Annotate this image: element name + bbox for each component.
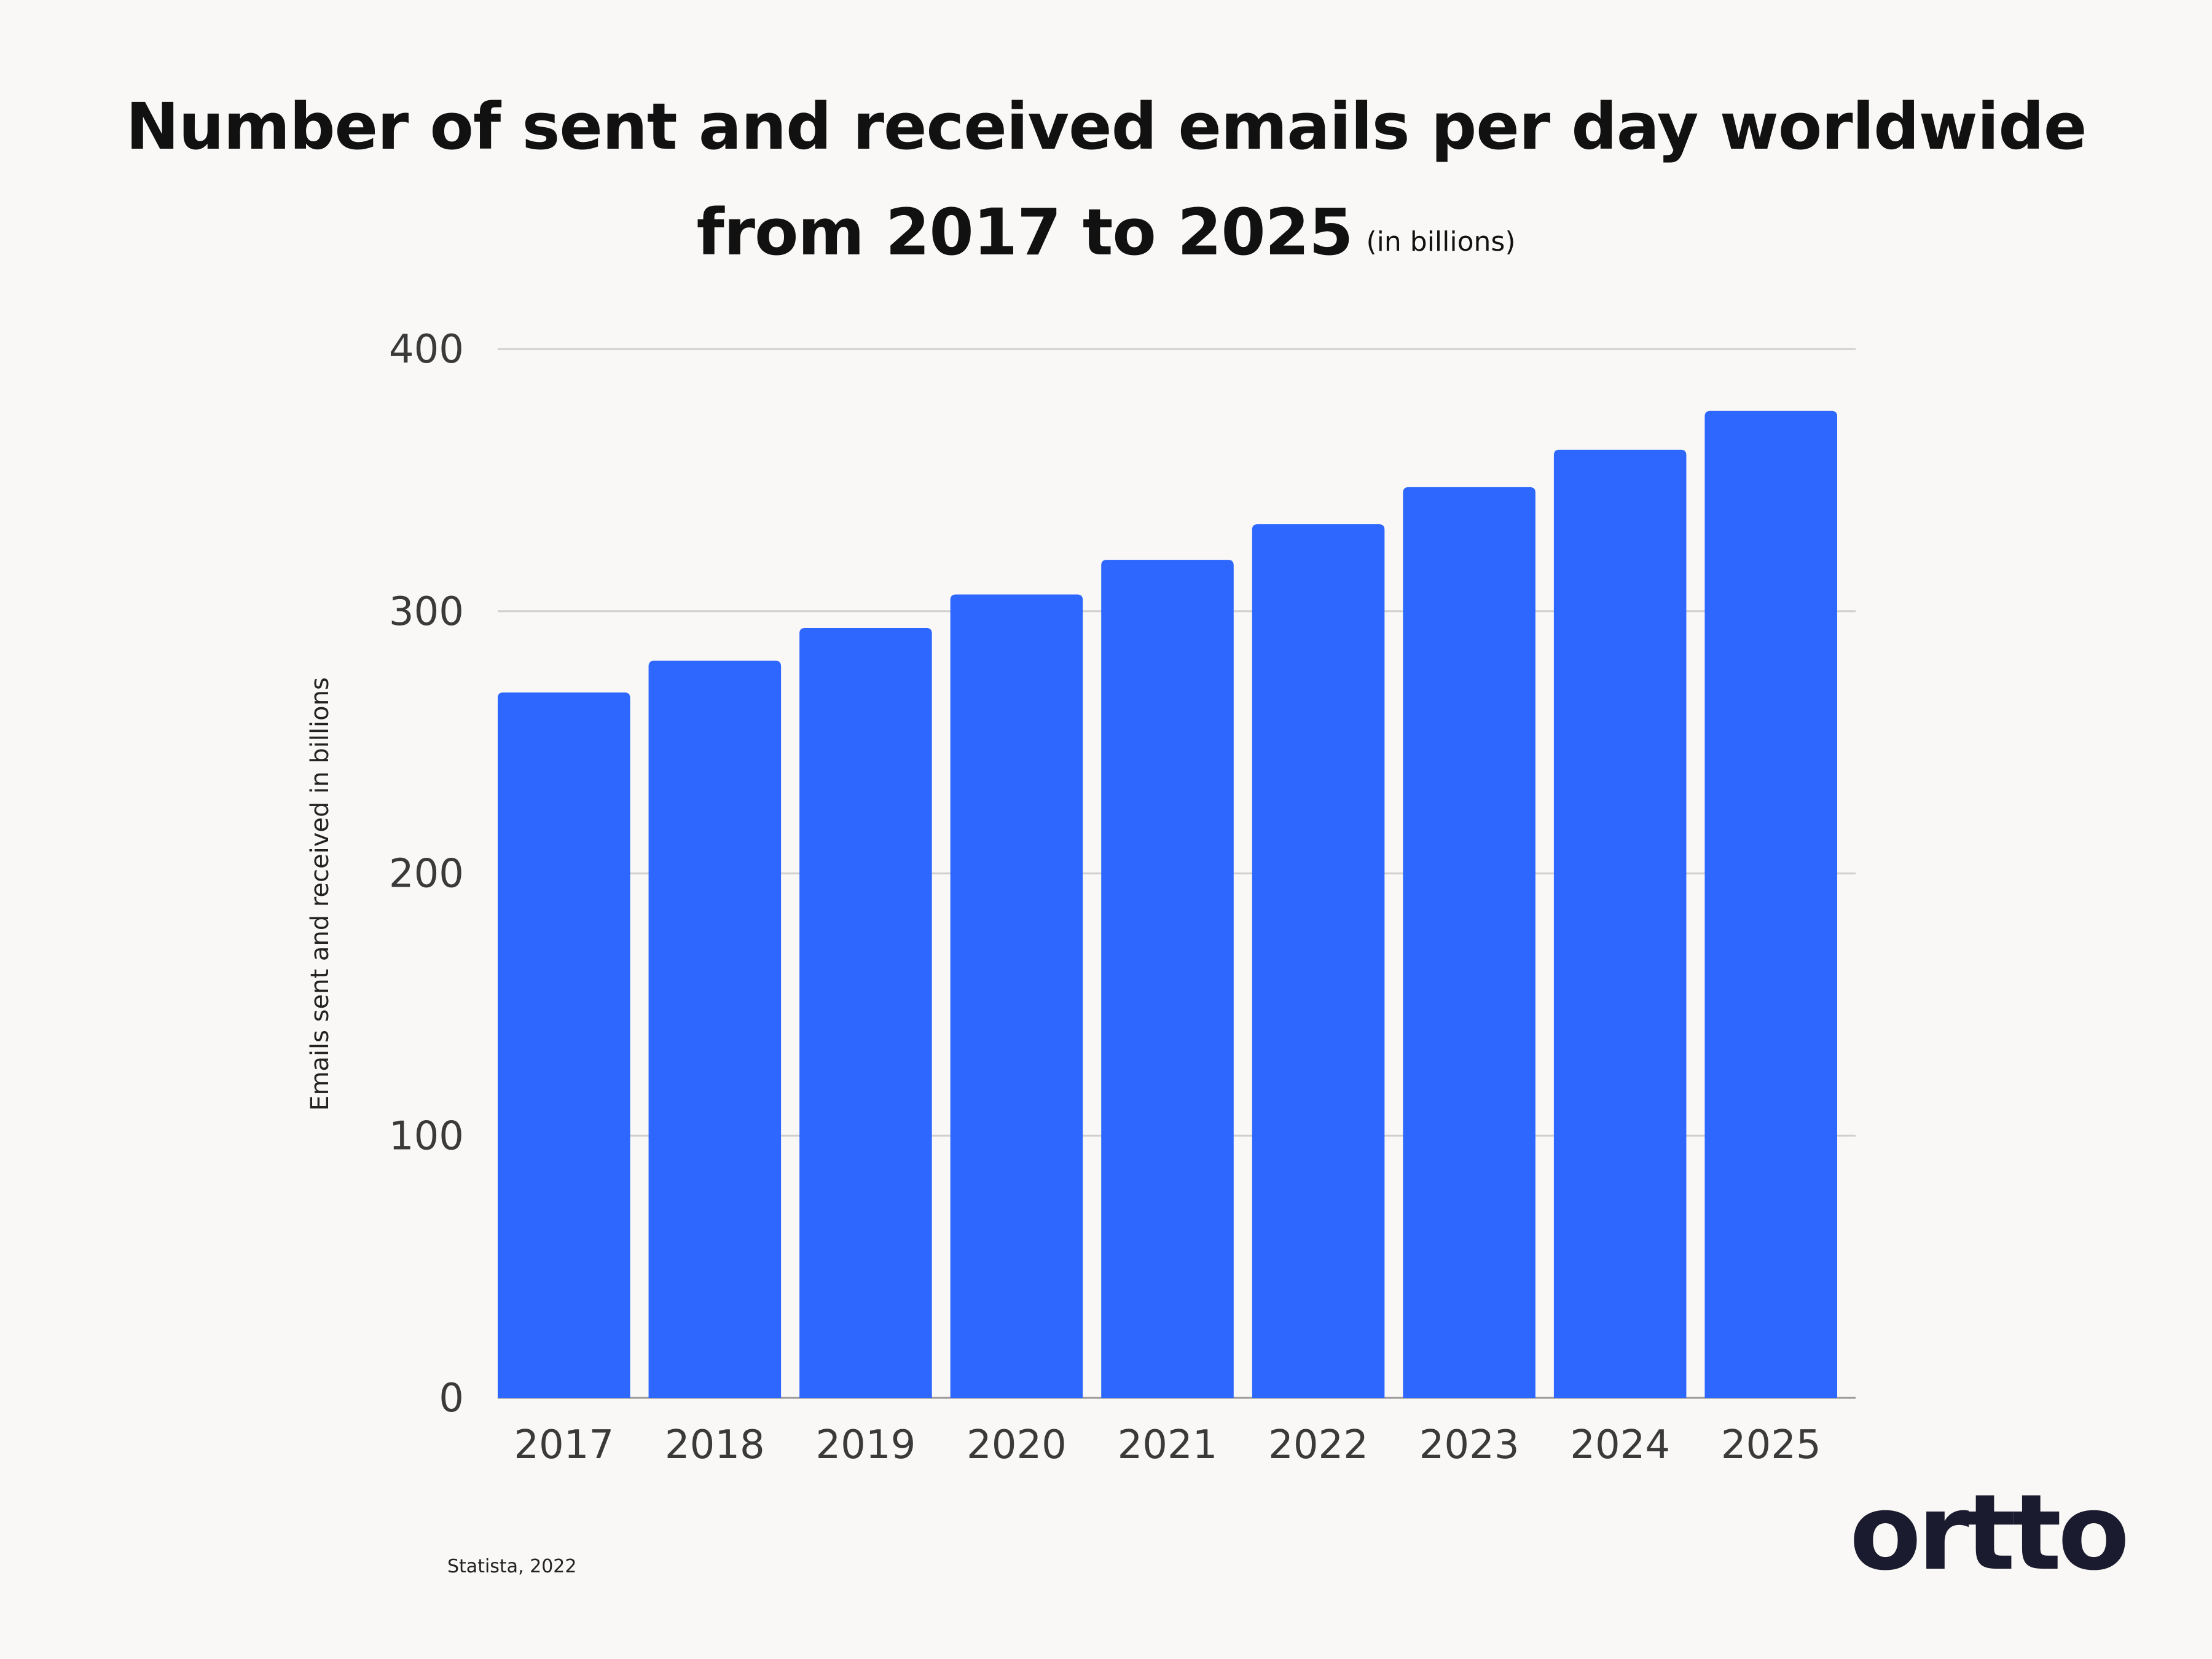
chart-title-main: from 2017 to 2025 bbox=[696, 195, 1353, 270]
y-axis-label-group: Emails sent and received in billions bbox=[306, 677, 334, 1111]
x-tick-label: 2017 bbox=[514, 1422, 614, 1468]
y-tick-label: 100 bbox=[389, 1113, 464, 1159]
y-axis-label: Emails sent and received in billions bbox=[306, 677, 334, 1111]
x-tick-label: 2024 bbox=[1570, 1422, 1670, 1468]
y-tick-label: 200 bbox=[389, 852, 464, 897]
y-tick-label: 0 bbox=[439, 1376, 464, 1421]
source-note: Statista, 2022 bbox=[447, 1556, 577, 1577]
bar-2024 bbox=[1553, 449, 1687, 1398]
x-tick-label: 2023 bbox=[1419, 1422, 1520, 1468]
chart-subtitle: (in billions) bbox=[1366, 226, 1516, 257]
x-axis-ticks: 2017 2018 2019 2020 2021 2022 2023 2024 2025 bbox=[514, 1422, 1821, 1468]
bar-2018 bbox=[648, 661, 782, 1398]
ortto-logo: ortto bbox=[1849, 1472, 2130, 1594]
y-tick-label: 300 bbox=[389, 589, 464, 635]
chart-title-line-2: from 2017 to 2025 (in billions) bbox=[0, 179, 2212, 295]
bar-2020 bbox=[950, 594, 1083, 1398]
x-tick-label: 2025 bbox=[1721, 1422, 1821, 1468]
x-tick-label: 2022 bbox=[1268, 1422, 1368, 1468]
bar-2022 bbox=[1252, 524, 1385, 1398]
x-tick-label: 2018 bbox=[665, 1422, 765, 1468]
bar-2021 bbox=[1101, 560, 1234, 1398]
bar-2019 bbox=[799, 628, 932, 1398]
y-tick-label: 400 bbox=[389, 327, 464, 372]
x-tick-label: 2019 bbox=[815, 1422, 916, 1468]
chart-title: Number of sent and received emails per d… bbox=[0, 74, 2212, 295]
chart-title-line-1: Number of sent and received emails per d… bbox=[125, 89, 2087, 164]
x-tick-label: 2020 bbox=[967, 1422, 1067, 1468]
bars bbox=[498, 410, 1837, 1398]
bar-2017 bbox=[498, 692, 630, 1398]
bar-2023 bbox=[1403, 487, 1535, 1398]
y-axis-ticks: 0 100 200 300 400 bbox=[389, 327, 464, 1421]
bar-2025 bbox=[1704, 410, 1837, 1398]
x-tick-label: 2021 bbox=[1118, 1422, 1218, 1468]
